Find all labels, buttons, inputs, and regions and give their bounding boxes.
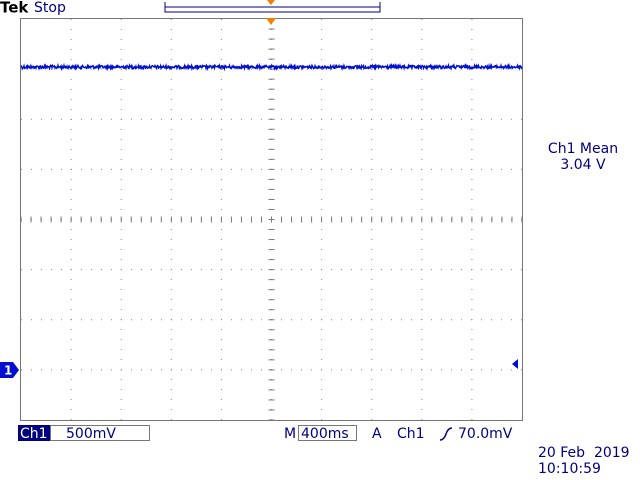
waveform-trace	[20, 62, 523, 72]
channel-badge	[18, 425, 50, 441]
graticule	[20, 18, 523, 421]
channel-ground-marker	[0, 362, 19, 378]
time: 10:10:59	[538, 461, 601, 477]
measurement-label: Ch1 Mean	[548, 141, 618, 157]
date: 20 Feb 2019	[538, 445, 630, 461]
record-bracket	[164, 2, 381, 13]
trigger-prefix: A	[372, 426, 382, 442]
footer-channel: Ch1	[20, 426, 48, 442]
trigger-position-top	[267, 0, 275, 5]
time-prefix: M	[284, 426, 296, 442]
trigger-position	[266, 18, 276, 25]
channel-marker-label: 1	[4, 364, 12, 378]
timebase-box	[298, 425, 357, 441]
volts-per-div: 500mV	[66, 426, 116, 442]
trigger-slope	[439, 427, 453, 441]
time-per-div: 400ms	[301, 426, 349, 442]
acquisition-status: Stop	[34, 0, 66, 16]
brand: Tek	[0, 0, 29, 17]
trigger-level: 70.0mV	[458, 426, 513, 442]
scale-box	[50, 425, 150, 441]
trigger-level-marker	[512, 359, 518, 369]
measurement-value: 3.04 V	[560, 157, 606, 173]
trigger-source: Ch1	[397, 426, 425, 442]
